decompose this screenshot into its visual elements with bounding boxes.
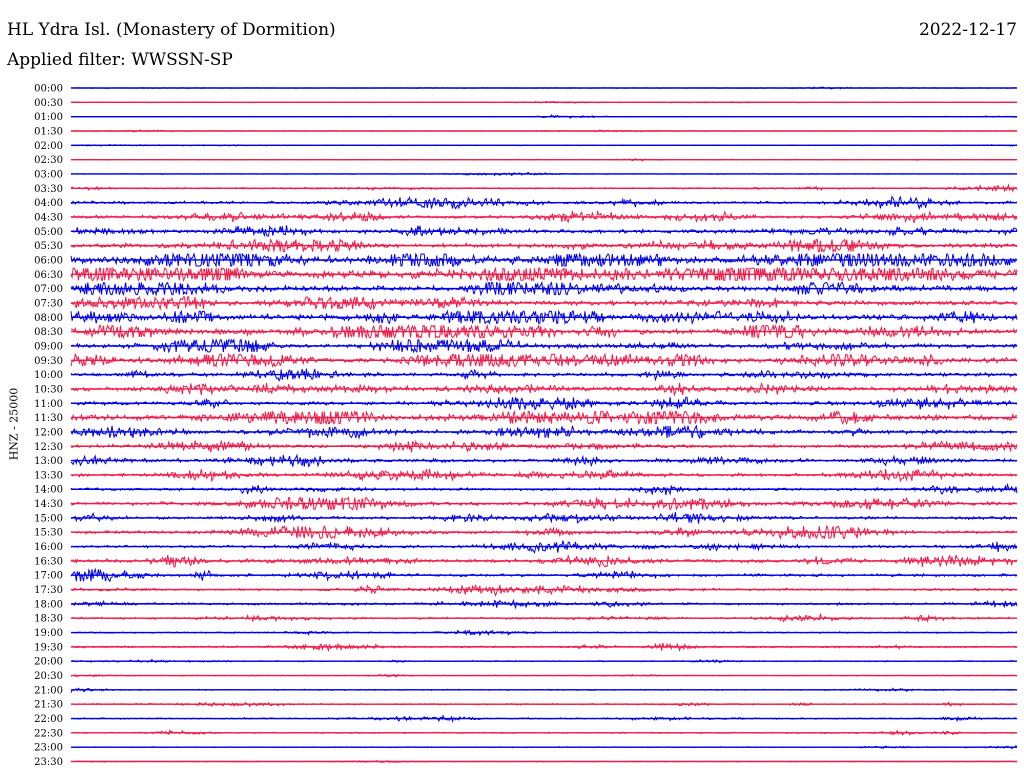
row-time-label: 23:00 — [34, 743, 63, 754]
row-time-label: 16:00 — [34, 542, 63, 553]
row-time-label: 16:30 — [34, 556, 63, 567]
row-time-label: 12:00 — [34, 427, 63, 438]
row-time-label: 09:30 — [34, 356, 63, 367]
row-time-label: 18:00 — [34, 599, 63, 610]
row-time-label: 19:30 — [34, 642, 63, 653]
row-time-label: 07:30 — [34, 298, 63, 309]
row-time-label: 21:00 — [34, 685, 63, 696]
row-time-label: 14:00 — [34, 485, 63, 496]
trace-row — [70, 337, 1018, 354]
row-time-label: 19:00 — [34, 628, 63, 639]
row-time-label: 11:00 — [34, 399, 63, 410]
row-time-label: 00:00 — [34, 84, 63, 95]
row-time-label: 02:30 — [34, 155, 63, 166]
trace-row — [70, 225, 1018, 238]
row-time-label: 15:00 — [34, 513, 63, 524]
row-time-label: 14:30 — [34, 499, 63, 510]
row-time-label: 11:30 — [34, 413, 63, 424]
row-time-label: 08:30 — [34, 327, 63, 338]
row-time-label: 23:30 — [34, 757, 63, 768]
row-time-label: 05:00 — [34, 227, 63, 238]
row-time-label: 06:30 — [34, 270, 63, 281]
row-time-label: 07:00 — [34, 284, 63, 295]
station-title: HL Ydra Isl. (Monastery of Dormition) — [7, 20, 336, 40]
row-time-label: 04:00 — [34, 198, 63, 209]
row-time-label: 20:30 — [34, 671, 63, 682]
row-time-label: 22:30 — [34, 728, 63, 739]
trace-row — [70, 381, 1018, 397]
row-time-label: 01:30 — [34, 126, 63, 137]
row-time-label: 10:00 — [34, 370, 63, 381]
row-time-label: 12:30 — [34, 442, 63, 453]
row-time-label: 04:30 — [34, 212, 63, 223]
row-time-label: 02:00 — [34, 141, 63, 152]
row-time-label: 15:30 — [34, 528, 63, 539]
row-time-label: 20:00 — [34, 657, 63, 668]
row-time-label: 18:30 — [34, 614, 63, 625]
row-time-label: 06:00 — [34, 255, 63, 266]
trace-row — [70, 524, 1018, 540]
row-time-label: 01:00 — [34, 112, 63, 123]
trace-row — [70, 424, 1018, 440]
date-label: 2022-12-17 — [918, 20, 1017, 40]
trace-row — [70, 409, 1018, 426]
row-time-label: 08:00 — [34, 313, 63, 324]
row-time-label: 17:00 — [34, 571, 63, 582]
row-time-label: 03:00 — [34, 169, 63, 180]
trace-row — [70, 280, 1018, 297]
row-time-label: 09:00 — [34, 341, 63, 352]
row-time-label: 00:30 — [34, 98, 63, 109]
row-time-label: 17:30 — [34, 585, 63, 596]
row-time-label: 13:30 — [34, 470, 63, 481]
row-time-label: 21:30 — [34, 700, 63, 711]
row-time-label: 13:00 — [34, 456, 63, 467]
filter-label: Applied filter: WWSSN-SP — [7, 50, 233, 70]
row-time-label: 22:00 — [34, 714, 63, 725]
row-time-label: 10:30 — [34, 384, 63, 395]
trace-row — [70, 352, 1018, 369]
row-time-label: 05:30 — [34, 241, 63, 252]
row-time-label: 03:30 — [34, 184, 63, 195]
trace-row — [70, 439, 1018, 453]
